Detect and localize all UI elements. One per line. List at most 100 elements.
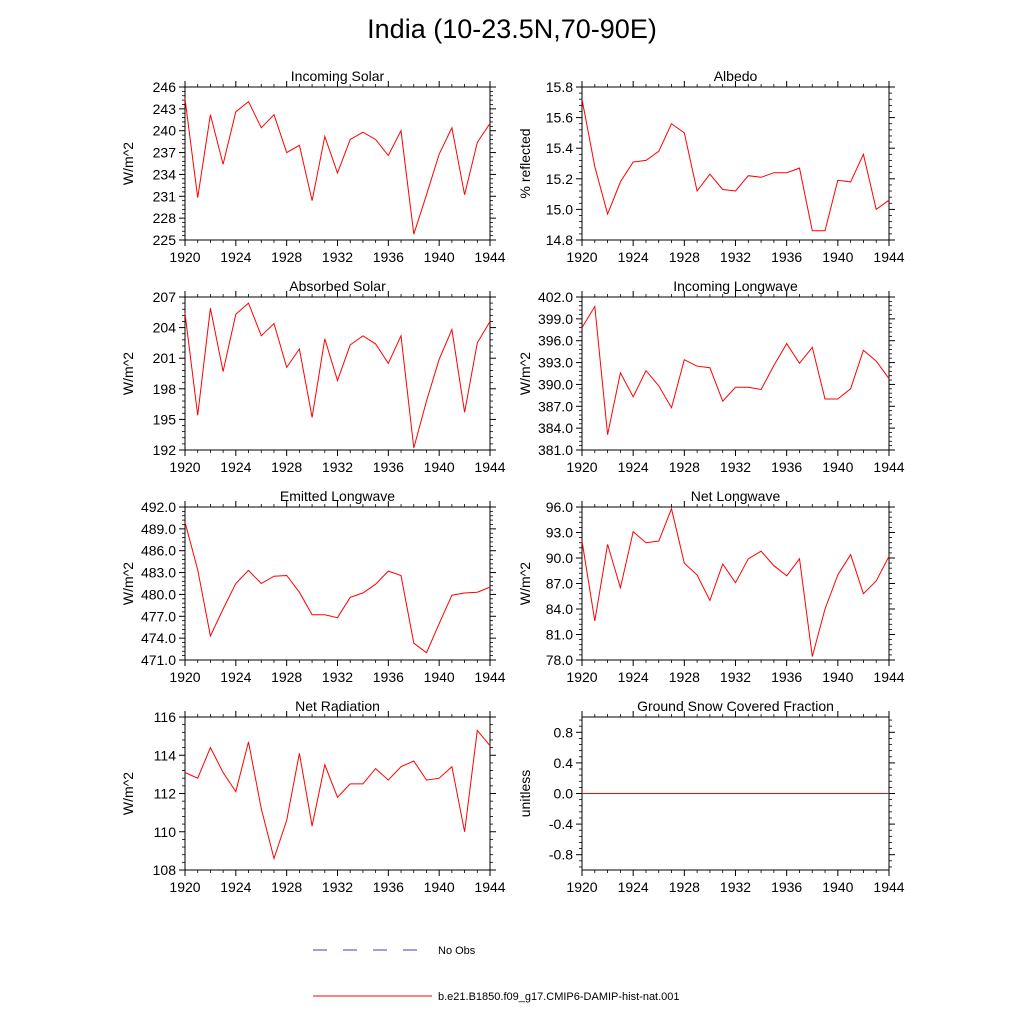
y-tick-label: 234	[153, 166, 177, 182]
plot-frame	[184, 296, 491, 451]
x-tick-label: 1928	[669, 249, 700, 265]
series-line	[184, 302, 491, 449]
y-axis-label: W/m^2	[120, 772, 136, 815]
panel-title: Net Longwave	[691, 488, 781, 504]
x-tick-label: 1928	[271, 669, 302, 685]
x-tick-label: 1932	[720, 669, 751, 685]
y-tick-label: 399.0	[538, 311, 573, 327]
y-tick-label: 114	[154, 747, 177, 763]
y-tick-label: 477.0	[141, 608, 176, 624]
y-tick-label: 201	[153, 350, 177, 366]
y-tick-label: 15.8	[546, 79, 573, 95]
y-tick-label: -0.4	[549, 816, 573, 832]
y-tick-label: 240	[153, 123, 177, 139]
y-tick-label: 108	[153, 862, 177, 878]
y-tick-label: 225	[153, 232, 177, 248]
y-tick-label: 14.8	[546, 232, 573, 248]
x-tick-label: 1940	[424, 669, 455, 685]
plot-frame	[184, 506, 491, 661]
y-tick-label: 384.0	[538, 420, 573, 436]
y-axis-label: % reflected	[517, 128, 533, 198]
y-tick-label: 471.0	[141, 652, 176, 668]
y-tick-label: 198	[153, 381, 177, 397]
legend-label-obs: No Obs	[438, 945, 476, 957]
y-axis-label: W/m^2	[517, 562, 533, 605]
x-tick-label: 1936	[373, 459, 404, 475]
y-tick-label: 381.0	[538, 442, 573, 458]
x-tick-label: 1944	[873, 879, 904, 895]
x-tick-label: 1940	[822, 879, 853, 895]
x-tick-label: 1940	[424, 879, 455, 895]
y-tick-label: 15.6	[546, 110, 573, 126]
y-tick-label: 192	[153, 442, 177, 458]
chart-panel-1: Incoming Solar W/m^2 225 228 231 234 237 240 243…	[120, 68, 506, 265]
y-axis-label: W/m^2	[120, 142, 136, 185]
x-tick-label: 1920	[169, 249, 200, 265]
x-tick-label: 1936	[771, 669, 802, 685]
series-line	[184, 729, 491, 861]
y-tick-label: 81.0	[546, 627, 573, 643]
y-tick-label: 110	[154, 824, 177, 840]
y-tick-label: 387.0	[538, 398, 573, 414]
chart-panel-6: Net Longwave W/m^2 78.0 81.0 84.0 87.0 90.0 93.…	[517, 488, 905, 685]
x-tick-label: 1932	[720, 879, 751, 895]
legend-label-model: b.e21.B1850.f09_g17.CMIP6-DAMIP-hist-nat…	[438, 991, 680, 1003]
x-tick-label: 1936	[373, 249, 404, 265]
y-tick-label: 195	[153, 411, 177, 427]
y-tick-label: 0.4	[554, 755, 574, 771]
x-tick-label: 1928	[669, 879, 700, 895]
panel-title: Net Radiation	[295, 698, 380, 714]
y-axis-label: unitless	[517, 770, 533, 817]
y-tick-label: 112	[154, 786, 177, 802]
y-axis-label: W/m^2	[120, 562, 136, 605]
chart-panel-2: Albedo % reflected 14.8 15.0 15.2 15.4 15.6 15.…	[517, 68, 905, 265]
chart-panel-8: Ground Snow Covered Fraction unitless -0.8…	[517, 698, 905, 895]
y-tick-label: 486.0	[141, 543, 176, 559]
y-tick-label: 15.4	[546, 140, 573, 156]
y-tick-label: 489.0	[141, 521, 176, 537]
x-tick-label: 1928	[271, 879, 302, 895]
series-line	[184, 522, 491, 654]
series-line	[581, 99, 890, 232]
page-title: India (10-23.5N,70-90E)	[367, 14, 657, 44]
x-tick-label: 1944	[873, 669, 904, 685]
x-tick-label: 1944	[873, 249, 904, 265]
x-tick-label: 1936	[771, 249, 802, 265]
x-tick-label: 1928	[669, 669, 700, 685]
chart-panel-5: Emitted Longwave W/m^2 471.0 474.0 477.0 480.…	[120, 488, 506, 685]
x-tick-label: 1932	[720, 459, 751, 475]
x-tick-label: 1936	[373, 669, 404, 685]
panel-title: Ground Snow Covered Fraction	[637, 698, 834, 714]
y-tick-label: 390.0	[538, 376, 573, 392]
y-tick-label: 87.0	[546, 576, 573, 592]
y-tick-label: 207	[153, 289, 177, 305]
x-tick-label: 1920	[169, 879, 200, 895]
y-tick-label: 90.0	[546, 550, 573, 566]
series-line	[581, 304, 890, 435]
x-tick-label: 1920	[566, 879, 597, 895]
y-tick-label: 0.8	[554, 724, 574, 740]
series-line	[184, 98, 491, 235]
y-tick-label: 396.0	[538, 333, 573, 349]
x-tick-label: 1920	[169, 459, 200, 475]
x-tick-label: 1944	[873, 459, 904, 475]
panel-title: Albedo	[714, 68, 758, 84]
plot-frame	[581, 296, 890, 451]
y-tick-label: 480.0	[141, 586, 176, 602]
x-tick-label: 1924	[618, 879, 649, 895]
x-tick-label: 1920	[566, 249, 597, 265]
y-tick-label: 474.0	[141, 630, 176, 646]
x-tick-label: 1944	[474, 669, 505, 685]
x-tick-label: 1924	[618, 669, 649, 685]
x-tick-label: 1932	[322, 249, 353, 265]
x-tick-label: 1924	[220, 669, 251, 685]
y-tick-label: 246	[153, 79, 177, 95]
y-tick-label: 402.0	[538, 289, 573, 305]
x-tick-label: 1932	[720, 249, 751, 265]
y-tick-label: 243	[153, 101, 177, 117]
x-tick-label: 1920	[169, 669, 200, 685]
y-tick-label: -0.8	[549, 847, 573, 863]
y-tick-label: 96.0	[546, 499, 573, 515]
x-tick-label: 1940	[822, 249, 853, 265]
